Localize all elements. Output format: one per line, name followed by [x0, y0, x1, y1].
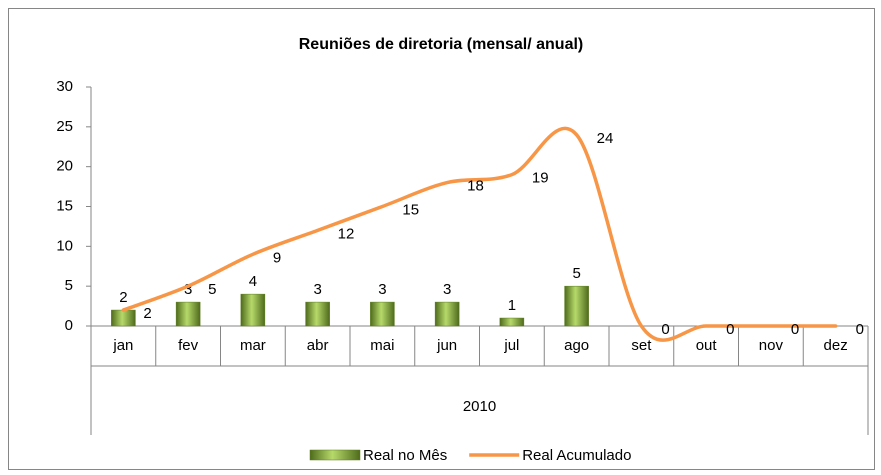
y-tick-label: 20: [56, 158, 73, 175]
x-tick-label: jul: [503, 337, 519, 354]
x-tick-label: dez: [824, 337, 848, 354]
y-tick-label: 25: [56, 118, 73, 135]
chart-title: Reuniões de diretoria (mensal/ anual): [299, 36, 584, 53]
y-tick-label: 10: [56, 237, 73, 254]
x-tick-label: mai: [370, 337, 394, 354]
bar: [499, 317, 525, 327]
y-tick-label: 15: [56, 197, 73, 214]
group-label: 2010: [463, 398, 496, 415]
bar-value-label: 5: [572, 265, 580, 282]
bar: [305, 301, 330, 327]
y-tick-label: 0: [65, 317, 73, 334]
x-tick-label: ago: [564, 337, 589, 354]
bar: [175, 301, 201, 327]
bar-value-label: 3: [184, 281, 192, 298]
x-tick-label: fev: [178, 337, 199, 354]
line-value-label: 5: [208, 281, 216, 298]
line: [121, 126, 838, 342]
line-value-label: 0: [791, 321, 799, 338]
legend-label: Real Acumulado: [522, 447, 631, 464]
line-value-label: 9: [273, 249, 281, 266]
line-value-label: 0: [726, 321, 734, 338]
y-tick-label: 5: [65, 277, 73, 294]
x-tick-label: jun: [436, 337, 457, 354]
y-tick-label: 30: [56, 78, 73, 95]
line-value-label: 12: [338, 225, 355, 242]
x-tick-label: set: [631, 337, 652, 354]
x-tick-label: nov: [759, 337, 784, 354]
x-tick-label: abr: [307, 337, 329, 354]
bar: [564, 285, 589, 327]
bar: [370, 301, 395, 327]
chart-frame: [8, 8, 875, 470]
legend-label: Real no Mês: [363, 447, 447, 464]
bar-value-label: 3: [443, 281, 451, 298]
bar: [111, 309, 136, 327]
line-value-label: 24: [597, 130, 614, 147]
legend-swatch: [309, 449, 361, 461]
line-value-label: 0: [856, 321, 864, 338]
bar: [434, 301, 460, 327]
bar-value-label: 3: [313, 281, 321, 298]
line-value-label: 0: [661, 321, 669, 338]
bar-value-label: 1: [508, 297, 516, 314]
x-tick-label: jan: [112, 337, 133, 354]
bar-value-label: 3: [378, 281, 386, 298]
bar: [240, 293, 266, 327]
line-value-label: 2: [143, 305, 151, 322]
bar-value-label: 4: [249, 273, 257, 290]
line-value-label: 15: [402, 201, 419, 218]
bar-value-label: 2: [119, 289, 127, 306]
line-value-label: 18: [467, 178, 484, 195]
line-value-label: 19: [532, 170, 549, 187]
x-tick-label: mar: [240, 337, 266, 354]
x-tick-label: out: [696, 337, 718, 354]
